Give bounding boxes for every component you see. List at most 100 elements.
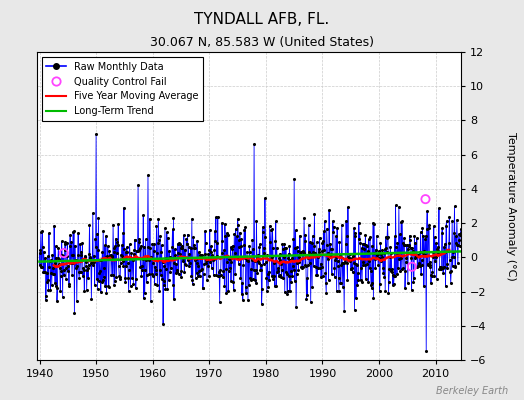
Point: [439, 264, 447, 271]
Point: [75, 268, 84, 275]
Point: [149, 260, 157, 266]
Point: [373, 232, 381, 239]
Point: [72, 298, 81, 304]
Point: [124, 259, 132, 266]
Point: [59, 266, 68, 273]
Point: [190, 241, 198, 248]
Point: [208, 264, 216, 271]
Point: [290, 176, 298, 182]
Point: [375, 248, 383, 254]
Point: [310, 243, 318, 249]
Point: [401, 268, 410, 274]
Point: [281, 245, 289, 251]
Point: [67, 239, 75, 246]
Point: [422, 348, 430, 355]
Point: [216, 267, 224, 273]
Point: [233, 233, 241, 240]
Point: [136, 245, 144, 251]
Point: [293, 259, 302, 266]
Point: [340, 260, 348, 266]
Point: [336, 280, 345, 286]
Point: [314, 264, 322, 271]
Point: [287, 279, 295, 286]
Point: [264, 271, 272, 277]
Point: [432, 275, 441, 282]
Point: [431, 254, 440, 261]
Point: [345, 254, 353, 261]
Point: [369, 295, 378, 302]
Point: [158, 258, 167, 265]
Point: [347, 265, 355, 272]
Point: [159, 278, 168, 284]
Point: [389, 280, 398, 287]
Point: [339, 284, 347, 291]
Point: [179, 258, 187, 264]
Point: [214, 272, 222, 279]
Point: [73, 263, 81, 270]
Point: [410, 233, 419, 239]
Point: [161, 225, 169, 232]
Point: [367, 285, 376, 291]
Point: [241, 255, 249, 261]
Point: [172, 261, 180, 268]
Point: [183, 241, 191, 248]
Point: [92, 131, 100, 137]
Point: [38, 228, 47, 234]
Point: [365, 264, 374, 271]
Point: [113, 239, 121, 246]
Point: [264, 284, 272, 290]
Point: [182, 236, 190, 242]
Point: [371, 265, 379, 271]
Point: [166, 253, 174, 260]
Point: [114, 221, 123, 227]
Point: [232, 226, 240, 232]
Point: [183, 231, 192, 238]
Point: [200, 251, 209, 257]
Point: [39, 248, 48, 255]
Point: [297, 249, 305, 255]
Point: [215, 268, 223, 275]
Point: [337, 222, 346, 228]
Point: [261, 234, 270, 240]
Point: [282, 244, 290, 251]
Point: [328, 270, 336, 277]
Point: [304, 262, 312, 268]
Point: [406, 237, 414, 244]
Point: [456, 232, 464, 238]
Point: [342, 232, 351, 239]
Point: [205, 226, 214, 233]
Point: [122, 248, 130, 255]
Point: [258, 286, 266, 292]
Point: [105, 248, 114, 254]
Point: [400, 242, 409, 248]
Point: [53, 298, 61, 304]
Point: [43, 253, 52, 259]
Point: [374, 261, 383, 268]
Point: [66, 232, 74, 238]
Point: [176, 251, 184, 258]
Point: [411, 254, 419, 261]
Point: [250, 141, 258, 148]
Point: [441, 249, 449, 256]
Point: [431, 258, 440, 264]
Point: [117, 252, 126, 259]
Point: [313, 272, 322, 278]
Point: [206, 249, 215, 255]
Point: [385, 279, 393, 286]
Point: [401, 285, 409, 291]
Point: [385, 266, 394, 273]
Point: [272, 283, 280, 290]
Point: [153, 250, 161, 256]
Point: [79, 265, 88, 272]
Point: [176, 241, 184, 248]
Point: [64, 280, 73, 287]
Point: [356, 240, 364, 247]
Point: [337, 261, 345, 268]
Point: [340, 308, 348, 314]
Point: [58, 238, 66, 244]
Point: [220, 247, 228, 253]
Point: [408, 245, 416, 252]
Point: [414, 263, 422, 269]
Point: [172, 267, 181, 273]
Point: [304, 222, 313, 229]
